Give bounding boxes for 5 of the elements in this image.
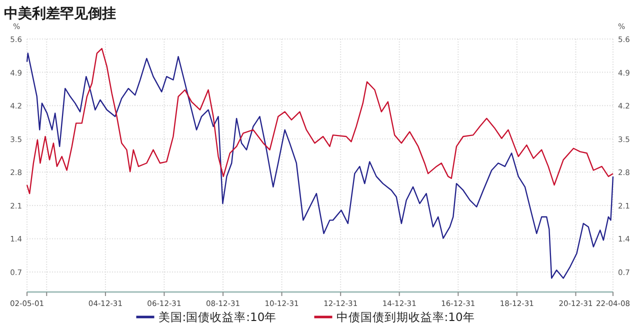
legend-label: 中债国债到期收益率:10年 xyxy=(336,310,475,324)
line-series xyxy=(26,52,614,279)
chart-title: 中美利差罕见倒挂 xyxy=(4,5,116,22)
line-series xyxy=(26,48,614,194)
legend-label: 美国:国债收益率:10年 xyxy=(158,310,277,324)
